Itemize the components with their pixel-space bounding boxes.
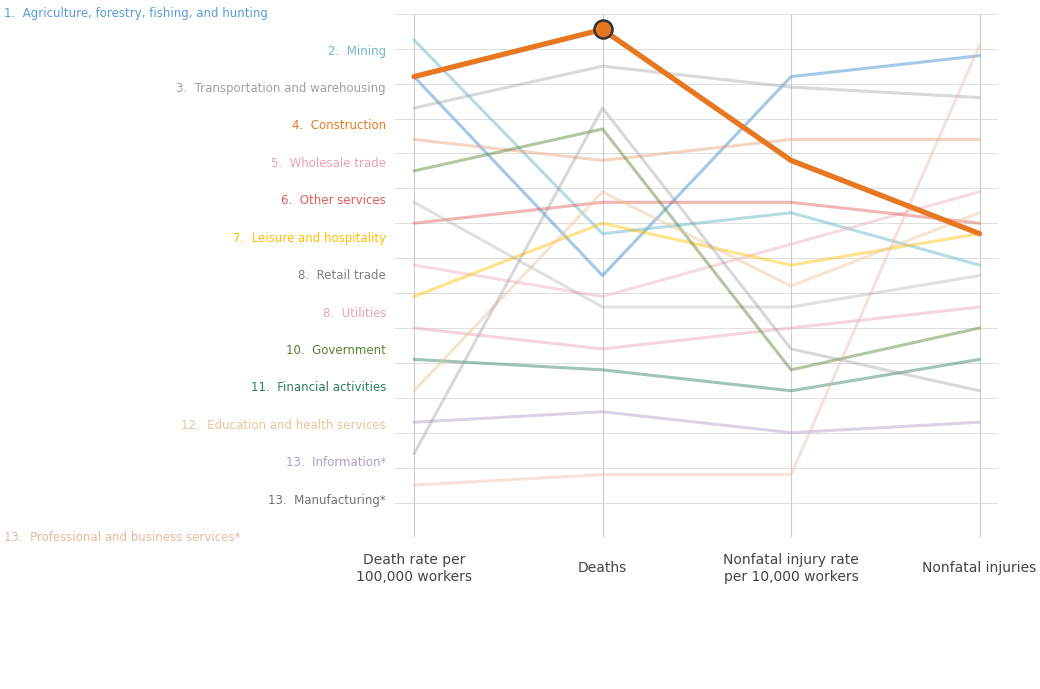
Text: injuryfacts.nsc.org: injuryfacts.nsc.org [31,652,147,664]
Text: 4.  Construction: 4. Construction [292,119,386,132]
Text: 11.  Financial activities: 11. Financial activities [251,381,386,394]
Text: © 2021 National Safety Council. All rights reserved.: © 2021 National Safety Council. All righ… [358,652,682,664]
Text: 12.  Education and health services: 12. Education and health services [181,419,386,432]
Text: 13.  Information*: 13. Information* [286,456,386,469]
Text: Nonfatal injury rate
per 10,000 workers: Nonfatal injury rate per 10,000 workers [723,553,859,584]
Text: Nonfatal injuries: Nonfatal injuries [922,562,1037,575]
Text: 13.  Professional and business services*: 13. Professional and business services* [4,531,240,544]
Text: 8.  Utilities: 8. Utilities [322,307,386,320]
Text: 10.  Government: 10. Government [286,344,386,357]
Text: 2.  Mining: 2. Mining [328,45,386,58]
Text: ::: :: [902,645,925,672]
Text: 7.  Leisure and hospitality: 7. Leisure and hospitality [233,232,386,245]
Text: 8.  Retail trade: 8. Retail trade [298,269,386,282]
Text: 5.  Wholesale trade: 5. Wholesale trade [271,157,386,170]
Text: nsc: nsc [915,641,988,679]
Text: Death rate per
100,000 workers: Death rate per 100,000 workers [356,553,472,584]
Text: 6.  Other services: 6. Other services [282,194,386,207]
Text: 13.  Manufacturing*: 13. Manufacturing* [268,493,386,506]
Text: 1.  Agriculture, forestry, fishing, and hunting: 1. Agriculture, forestry, fishing, and h… [4,8,267,20]
Text: 3.  Transportation and warehousing: 3. Transportation and warehousing [177,82,386,95]
Text: Deaths: Deaths [578,562,627,575]
